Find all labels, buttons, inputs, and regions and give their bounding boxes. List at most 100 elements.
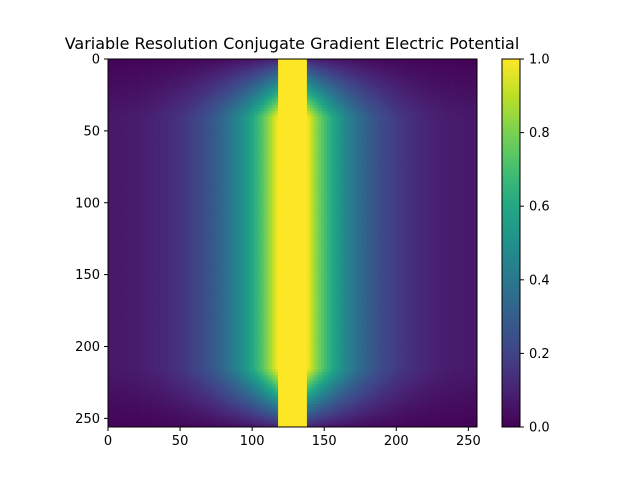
heatmap-cell	[169, 154, 172, 157]
heatmap-cell	[284, 102, 287, 105]
heatmap-cell	[186, 125, 189, 128]
heatmap-cell	[229, 160, 232, 163]
heatmap-cell	[122, 79, 125, 82]
heatmap-cell	[388, 108, 391, 111]
heatmap-cell	[203, 148, 206, 151]
heatmap-cell	[365, 91, 368, 94]
heatmap-cell	[414, 96, 417, 99]
heatmap-cell	[324, 122, 327, 125]
heatmap-cell	[408, 165, 411, 168]
heatmap-cell	[316, 163, 319, 166]
heatmap-cell	[255, 128, 258, 131]
heatmap-cell	[445, 142, 448, 145]
heatmap-cell	[212, 82, 215, 85]
heatmap-cell	[128, 82, 131, 85]
heatmap-cell	[275, 160, 278, 163]
heatmap-cell	[463, 140, 466, 143]
heatmap-cell	[209, 160, 212, 163]
heatmap-cell	[347, 79, 350, 82]
heatmap-cell	[281, 111, 284, 114]
heatmap-cell	[425, 94, 428, 97]
heatmap-cell	[347, 148, 350, 151]
heatmap-cell	[356, 122, 359, 125]
heatmap-cell	[463, 71, 466, 74]
heatmap-cell	[264, 165, 267, 168]
heatmap-cell	[454, 119, 457, 122]
heatmap-cell	[120, 85, 123, 88]
heatmap-cell	[215, 119, 218, 122]
heatmap-cell	[137, 108, 140, 111]
heatmap-cell	[235, 122, 238, 125]
heatmap-cell	[304, 125, 307, 128]
heatmap-cell	[324, 108, 327, 111]
heatmap-cell	[379, 108, 382, 111]
heatmap-cell	[114, 71, 117, 74]
heatmap-cell	[151, 108, 154, 111]
heatmap-cell	[330, 122, 333, 125]
heatmap-cell	[200, 91, 203, 94]
heatmap-cell	[440, 119, 443, 122]
heatmap-cell	[192, 122, 195, 125]
heatmap-cell	[163, 96, 166, 99]
heatmap-cell	[261, 71, 264, 74]
heatmap-cell	[192, 117, 195, 120]
heatmap-cell	[411, 108, 414, 111]
heatmap-cell	[128, 165, 131, 168]
heatmap-cell	[304, 68, 307, 71]
heatmap-cell	[339, 154, 342, 157]
heatmap-cell	[454, 62, 457, 65]
heatmap-cell	[226, 122, 229, 125]
heatmap-cell	[437, 137, 440, 140]
heatmap-cell	[192, 134, 195, 137]
heatmap-cell	[246, 119, 249, 122]
heatmap-cell	[166, 65, 169, 68]
heatmap-cell	[382, 119, 385, 122]
heatmap-cell	[425, 73, 428, 76]
heatmap-cell	[267, 85, 270, 88]
heatmap-cell	[206, 79, 209, 82]
heatmap-cell	[437, 140, 440, 143]
heatmap-cell	[385, 102, 388, 105]
heatmap-cell	[252, 114, 255, 117]
heatmap-cell	[120, 71, 123, 74]
heatmap-cell	[212, 85, 215, 88]
heatmap-cell	[140, 68, 143, 71]
heatmap-cell	[137, 73, 140, 76]
heatmap-cell	[333, 62, 336, 65]
heatmap-cell	[174, 79, 177, 82]
heatmap-cell	[174, 142, 177, 145]
heatmap-cell	[304, 151, 307, 154]
heatmap-cell	[272, 76, 275, 79]
heatmap-cell	[301, 102, 304, 105]
heatmap-cell	[206, 128, 209, 131]
heatmap-cell	[414, 71, 417, 74]
heatmap-cell	[272, 145, 275, 148]
heatmap-cell	[330, 88, 333, 91]
heatmap-cell	[367, 154, 370, 157]
heatmap-cell	[229, 137, 232, 140]
heatmap-cell	[183, 142, 186, 145]
heatmap-cell	[148, 163, 151, 166]
heatmap-cell	[212, 91, 215, 94]
heatmap-cell	[301, 157, 304, 160]
heatmap-cell	[131, 122, 134, 125]
heatmap-cell	[148, 88, 151, 91]
heatmap-cell	[370, 62, 373, 65]
heatmap-cell	[356, 96, 359, 99]
heatmap-cell	[336, 157, 339, 160]
heatmap-cell	[140, 91, 143, 94]
heatmap-cell	[440, 68, 443, 71]
heatmap-cell	[151, 140, 154, 143]
heatmap-cell	[347, 65, 350, 68]
heatmap-cell	[411, 94, 414, 97]
heatmap-cell	[275, 82, 278, 85]
heatmap-cell	[200, 163, 203, 166]
heatmap-cell	[310, 151, 313, 154]
heatmap-cell	[344, 119, 347, 122]
heatmap-cell	[356, 68, 359, 71]
heatmap-cell	[350, 122, 353, 125]
heatmap-cell	[402, 73, 405, 76]
heatmap-cell	[373, 99, 376, 102]
heatmap-cell	[226, 145, 229, 148]
heatmap-cell	[327, 88, 330, 91]
